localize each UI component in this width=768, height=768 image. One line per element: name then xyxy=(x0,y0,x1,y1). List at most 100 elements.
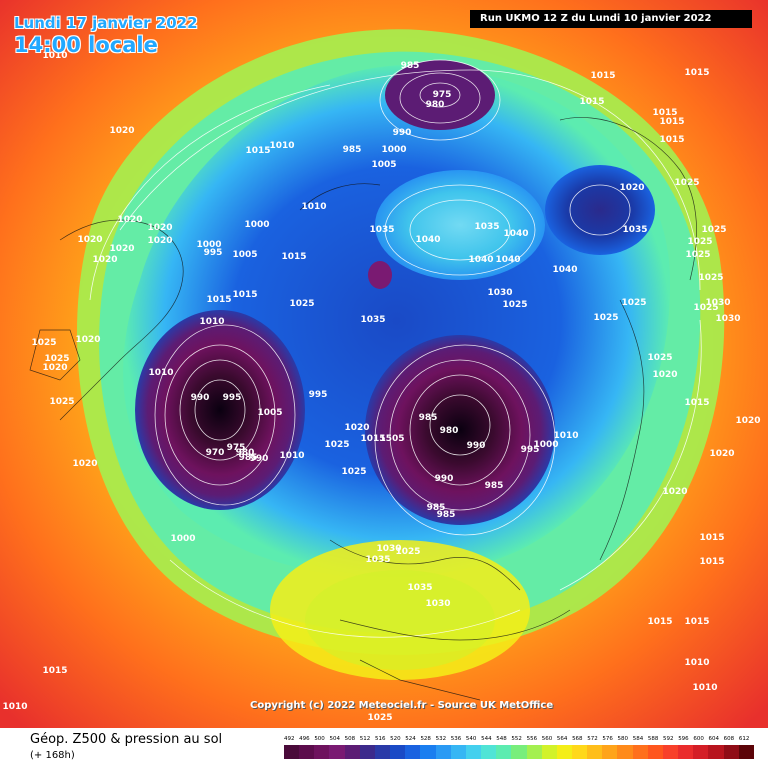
pressure-label: 1025 xyxy=(674,178,699,188)
pressure-label: 980 xyxy=(440,426,459,436)
pressure-label: 1035 xyxy=(474,222,499,232)
pressure-label: 1015 xyxy=(42,666,67,676)
pressure-label: 1015 xyxy=(684,398,709,408)
pressure-label: 1030 xyxy=(425,599,450,609)
pressure-label: 1020 xyxy=(109,126,134,136)
scale-label: 552 xyxy=(511,736,522,742)
pressure-label: 1010 xyxy=(684,658,709,668)
scale-label: 528 xyxy=(420,736,431,742)
pressure-label: 1030 xyxy=(487,288,512,298)
scale-label: 584 xyxy=(632,736,644,742)
model-run-info: Run UKMO 12 Z du Lundi 10 janvier 2022 xyxy=(470,10,752,28)
scale-label: 560 xyxy=(541,736,553,742)
pressure-label: 1040 xyxy=(495,255,520,265)
pressure-label: 1030 xyxy=(376,544,401,554)
pressure-label: 1035 xyxy=(369,225,394,235)
pressure-label: 1015 xyxy=(699,533,724,543)
scale-swatch xyxy=(526,745,542,759)
pressure-label: 995 xyxy=(204,248,223,258)
pressure-label: 1040 xyxy=(415,235,440,245)
pressure-label: 1015 xyxy=(245,146,270,156)
pressure-label: 1015 xyxy=(652,108,677,118)
pressure-label: 1020 xyxy=(42,363,67,373)
pressure-label: 1035 xyxy=(360,315,385,325)
pressure-label: 1035 xyxy=(622,225,647,235)
scale-swatch xyxy=(617,745,633,759)
pressure-label: 1020 xyxy=(117,215,142,225)
pressure-label: 995 xyxy=(521,445,540,455)
scale-label: 568 xyxy=(572,736,583,742)
color-scale: 492 496 500 504 508 512 516 520 524 528 532 536 540 5… xyxy=(284,736,754,759)
pressure-label: 985 xyxy=(343,145,362,155)
pressure-label: 990 xyxy=(467,441,486,451)
pressure-label: 1020 xyxy=(72,459,97,469)
pressure-label: 985 xyxy=(401,61,420,71)
pressure-label: 1020 xyxy=(147,223,172,233)
pressure-label: 1025 xyxy=(324,440,349,450)
pressure-label: 1025 xyxy=(693,303,718,313)
pressure-label: 995 xyxy=(223,393,242,403)
pressure-label: 1010 xyxy=(692,683,717,693)
pressure-label: 1025 xyxy=(44,354,69,364)
pressure-label: 1020 xyxy=(109,244,134,254)
scale-label: 508 xyxy=(344,736,356,742)
pressure-label: 1015 xyxy=(699,557,724,567)
scale-swatch xyxy=(662,745,679,759)
pressure-label: 980 xyxy=(426,100,445,110)
pressure-label: 1035 xyxy=(365,555,390,565)
scale-swatch xyxy=(435,745,451,759)
pressure-label: 1025 xyxy=(395,547,420,557)
scale-swatch xyxy=(602,745,618,759)
scale-label: 536 xyxy=(450,736,462,742)
pressure-label: 1015 xyxy=(684,617,709,627)
scale-label: 592 xyxy=(663,736,674,742)
scale-label: 504 xyxy=(329,736,340,742)
pressure-label: 1025 xyxy=(685,250,710,260)
pressure-label: 1020 xyxy=(735,416,760,426)
pressure-label: 1020 xyxy=(147,236,172,246)
scale-swatch xyxy=(541,745,557,759)
scale-swatch xyxy=(465,745,482,759)
pressure-label: 985 xyxy=(437,510,456,520)
pressure-label: 1010 xyxy=(301,202,326,212)
scale-label: 532 xyxy=(435,736,447,742)
scale-swatch xyxy=(632,745,648,759)
scale-swatch xyxy=(678,745,694,759)
scale-swatch xyxy=(511,745,527,759)
pressure-label: 1020 xyxy=(709,449,734,459)
scale-swatch xyxy=(284,745,300,759)
pressure-label: 1025 xyxy=(593,313,618,323)
pressure-label: 1015 xyxy=(232,290,257,300)
scale-label: 520 xyxy=(390,736,401,742)
pressure-label: 985 xyxy=(485,481,504,491)
pressure-label: 1020 xyxy=(77,235,102,245)
pressure-label: 985 xyxy=(427,503,446,513)
european-ridge-core xyxy=(305,570,495,670)
scale-labels: 492 496 500 504 508 512 516 520 524 528 532 536 540 5… xyxy=(284,736,754,745)
scale-swatch xyxy=(693,745,709,759)
scale-label: 576 xyxy=(602,736,613,742)
scale-label: 496 xyxy=(299,736,310,742)
pressure-label: 1025 xyxy=(341,467,366,477)
pressure-label: 1000 xyxy=(170,534,195,544)
pressure-label: 1025 xyxy=(687,237,712,247)
scale-label: 604 xyxy=(708,736,720,742)
pressure-label: 990 xyxy=(250,454,269,464)
pressure-label: 1020 xyxy=(344,423,369,433)
pressure-label: 1000 xyxy=(533,440,558,450)
pressure-label: 990 xyxy=(191,393,210,403)
pressure-label: 1010 xyxy=(553,431,578,441)
pressure-label: 1025 xyxy=(701,225,726,235)
pressure-label: 1015 xyxy=(360,434,385,444)
scale-swatch xyxy=(374,745,391,759)
pressure-label: 1015 xyxy=(684,68,709,78)
pressure-label: 975 xyxy=(433,90,452,100)
pressure-label: 1030 xyxy=(715,314,740,324)
pressure-label: 1005 xyxy=(257,408,282,418)
scale-swatch xyxy=(420,745,436,759)
pressure-label: 1040 xyxy=(468,255,493,265)
pressure-label: 1020 xyxy=(662,487,687,497)
scale-swatch xyxy=(738,745,754,759)
pressure-label: 1010 xyxy=(2,702,27,712)
